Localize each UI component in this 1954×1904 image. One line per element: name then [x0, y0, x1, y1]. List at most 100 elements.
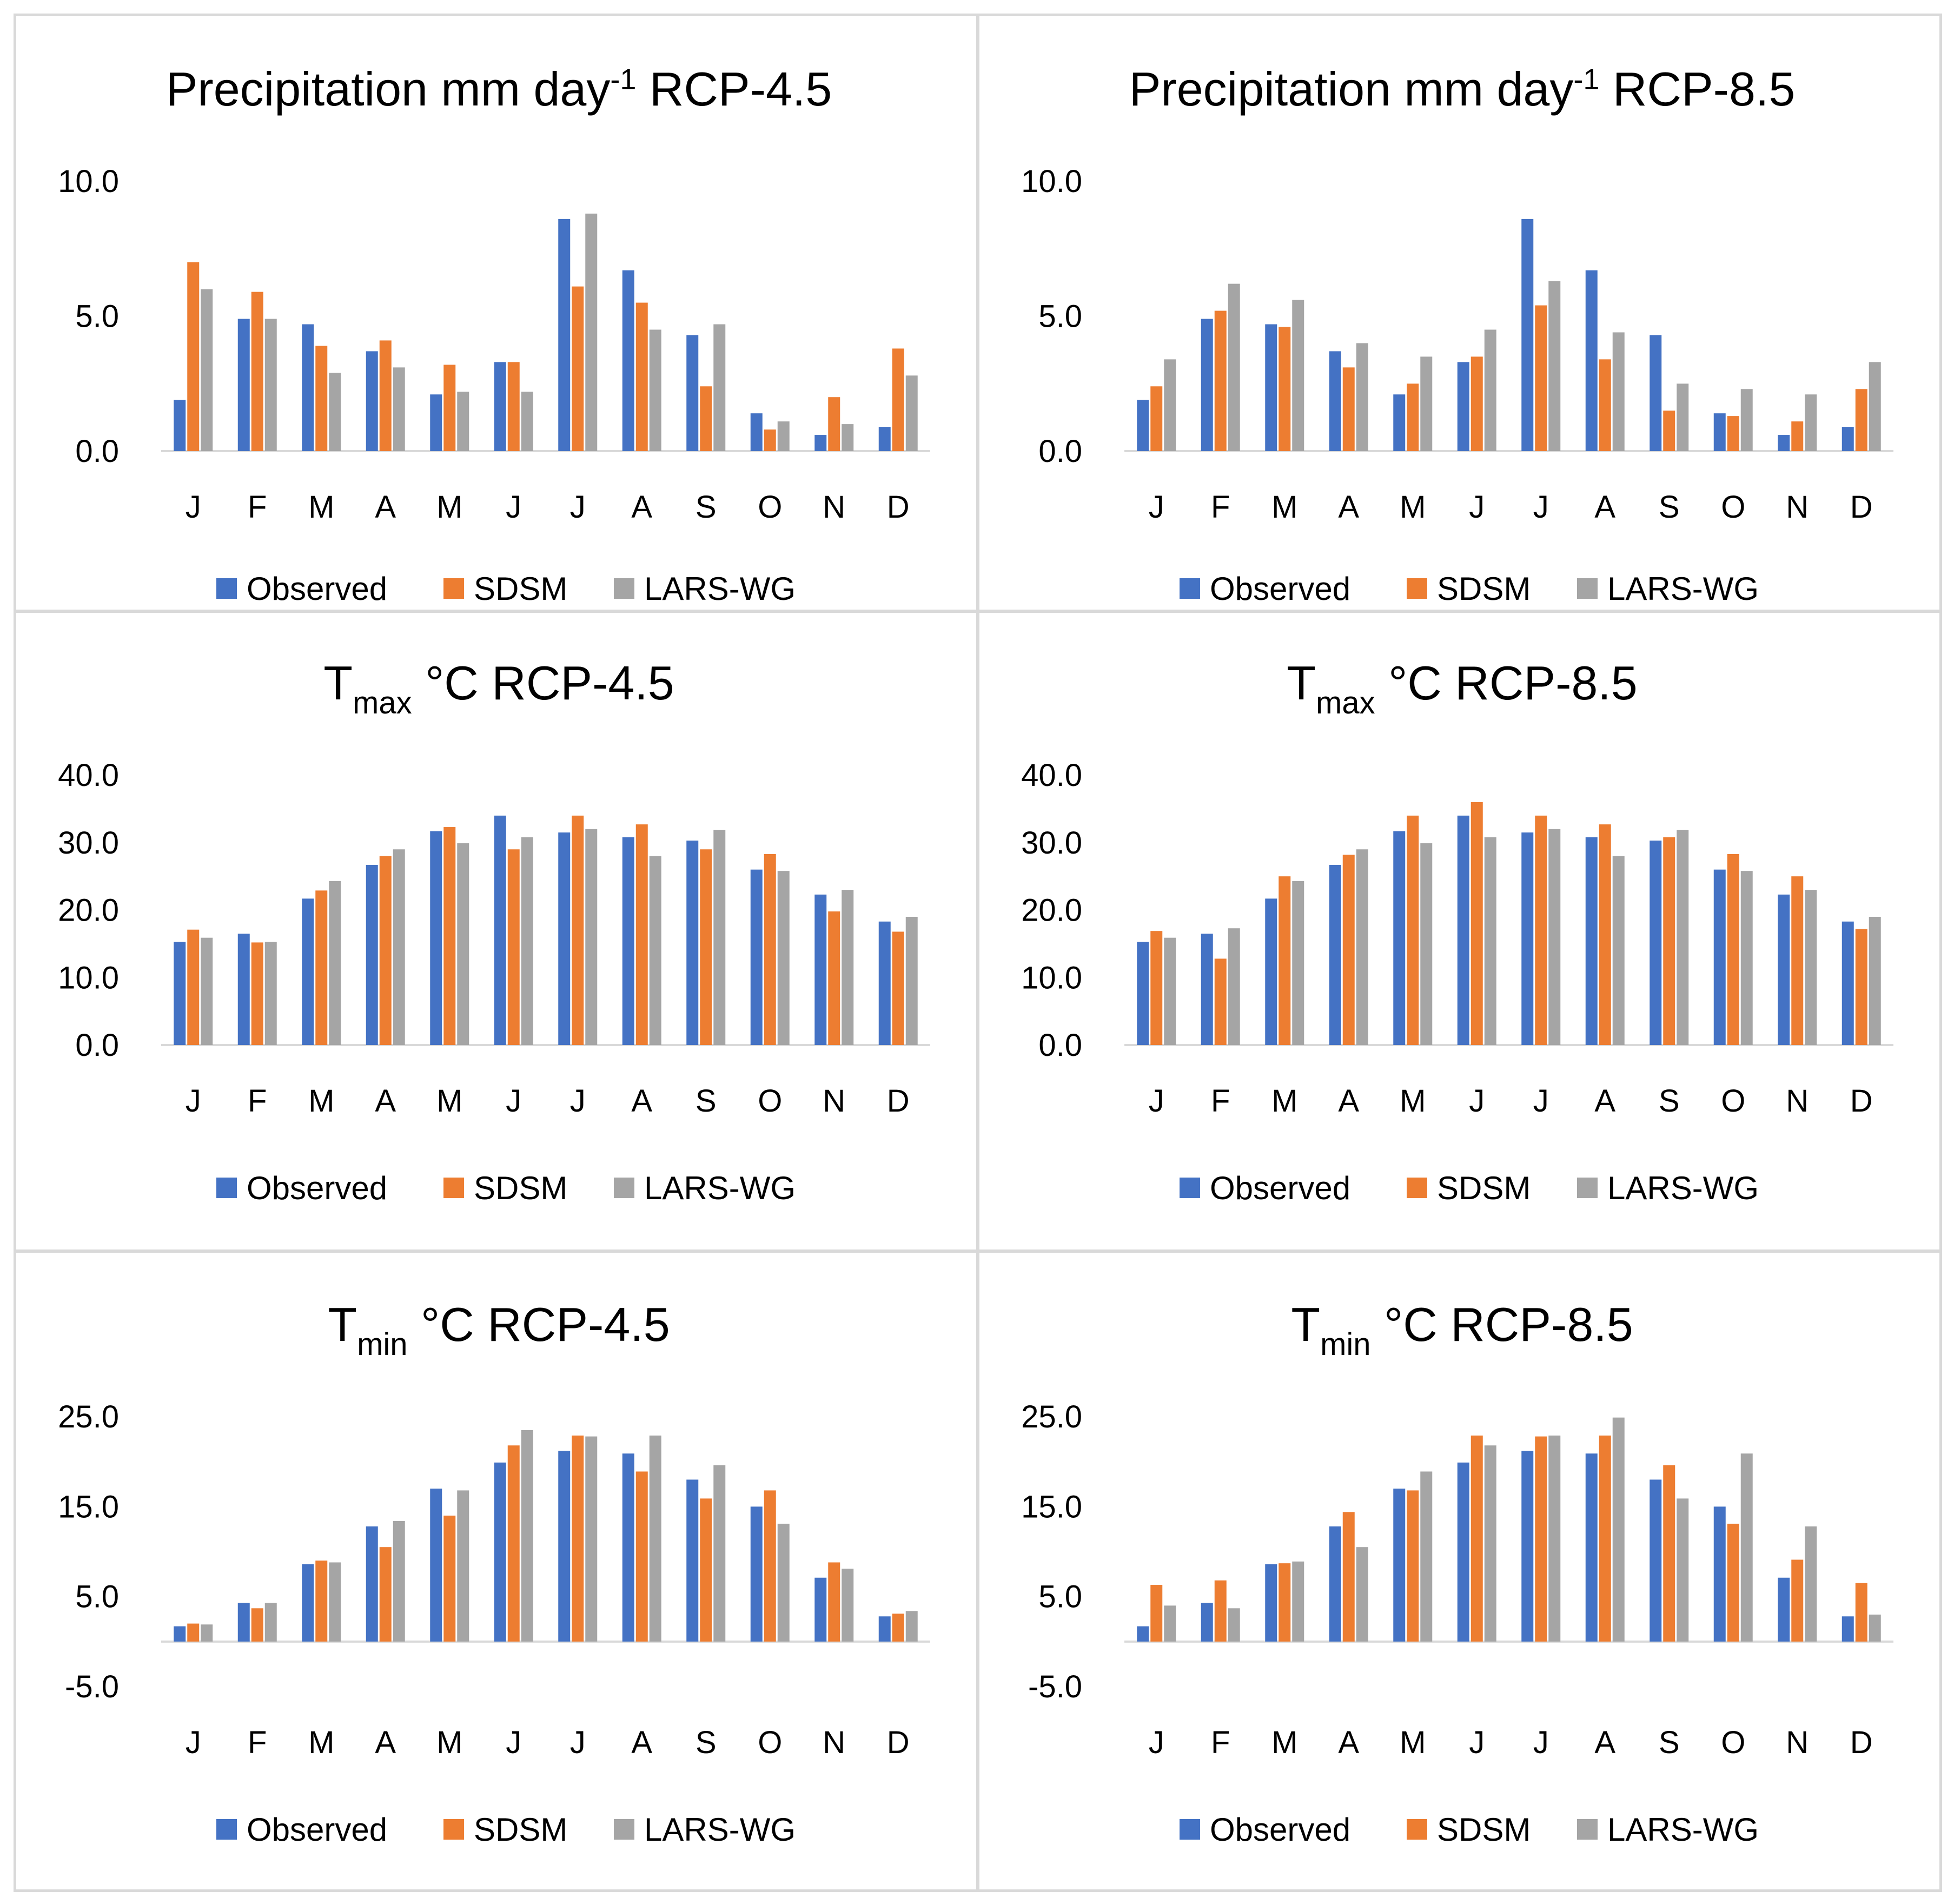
bar-sdsm-2 [251, 942, 263, 1045]
legend-swatch [1577, 1819, 1598, 1840]
bar-lars-wg-12 [1869, 916, 1881, 1045]
x-tick-label: J [186, 1725, 201, 1760]
bar-lars-wg-11 [842, 890, 854, 1045]
bar-sdsm-12 [892, 931, 904, 1045]
x-tick-label: M [436, 490, 462, 525]
bar-observed-6 [1457, 815, 1469, 1045]
bar-observed-7 [558, 1451, 571, 1642]
bar-sdsm-2 [1214, 1580, 1227, 1642]
legend-label: Observed [247, 1812, 387, 1848]
x-tick-label: O [758, 1083, 782, 1119]
bar-observed-2 [1201, 934, 1213, 1045]
legend-swatch [1180, 578, 1200, 599]
legend-item-lars-wg: LARS-WG [614, 1812, 796, 1848]
bar-observed-3 [302, 898, 314, 1045]
x-tick-label: N [1786, 1083, 1809, 1119]
bar-sdsm-9 [700, 849, 712, 1045]
legend-item-sdsm: SDSM [443, 571, 567, 607]
bar-observed-5 [430, 831, 442, 1045]
bar-sdsm-8 [1599, 359, 1611, 451]
x-tick-label: J [570, 490, 586, 525]
x-tick-label: S [1659, 1083, 1680, 1119]
bar-observed-7 [1521, 832, 1534, 1045]
y-tick-label: 10.0 [1021, 164, 1082, 199]
bar-sdsm-2 [251, 292, 263, 451]
bar-lars-wg-8 [649, 856, 661, 1045]
bar-observed-3 [302, 1564, 314, 1642]
x-tick-label: A [375, 1725, 396, 1760]
bar-lars-wg-11 [1805, 394, 1817, 451]
legend-label: Observed [1210, 571, 1350, 607]
bar-sdsm-11 [828, 911, 840, 1045]
bar-sdsm-1 [187, 262, 200, 451]
bar-lars-wg-1 [201, 1624, 213, 1642]
bar-lars-wg-6 [521, 837, 533, 1045]
bar-lars-wg-2 [264, 319, 277, 451]
x-tick-label: J [1149, 490, 1164, 525]
y-tick-label: 5.0 [1038, 1579, 1082, 1615]
bar-sdsm-7 [1535, 1436, 1547, 1642]
bar-sdsm-6 [507, 849, 520, 1045]
bar-sdsm-1 [1150, 931, 1163, 1045]
bar-lars-wg-5 [457, 1490, 469, 1642]
chart-svg: Tmin °C RCP-4.5 -5.0 5.0 15.0 25.0 J F M A M J J A S O… [58, 1298, 930, 1848]
y-tick-label: 20.0 [1021, 893, 1082, 928]
bar-lars-wg-10 [1740, 871, 1753, 1045]
bar-observed-6 [494, 362, 506, 451]
bar-observed-8 [622, 837, 634, 1045]
legend-swatch [216, 1178, 237, 1198]
x-tick-label: J [186, 1083, 201, 1119]
bar-observed-5 [430, 394, 442, 451]
bar-lars-wg-10 [777, 421, 790, 451]
legend-swatch [1180, 1178, 1200, 1198]
legend-swatch [443, 1178, 464, 1198]
bar-sdsm-6 [1471, 802, 1483, 1045]
bar-observed-6 [1457, 362, 1469, 451]
bar-sdsm-4 [1342, 1512, 1355, 1642]
bar-observed-11 [1778, 1577, 1790, 1642]
x-tick-label: D [1850, 490, 1873, 525]
x-tick-label: J [506, 1083, 521, 1119]
bar-observed-3 [1265, 898, 1277, 1045]
bar-sdsm-7 [572, 815, 584, 1045]
legend-item-observed: Observed [216, 1812, 387, 1848]
bar-lars-wg-7 [585, 1436, 598, 1642]
bar-lars-wg-9 [1677, 830, 1689, 1045]
legend-item-lars-wg: LARS-WG [1577, 571, 1759, 607]
bar-sdsm-1 [187, 929, 200, 1045]
bar-observed-12 [1842, 427, 1854, 451]
bar-observed-11 [814, 1577, 827, 1642]
bar-observed-11 [1778, 435, 1790, 451]
bar-observed-12 [878, 921, 891, 1045]
legend-swatch [443, 1819, 464, 1840]
y-tick-label: 0.0 [75, 434, 119, 469]
x-tick-label: D [1850, 1725, 1873, 1760]
bar-observed-8 [622, 270, 634, 451]
bar-observed-3 [1265, 1564, 1277, 1642]
legend-swatch [443, 578, 464, 599]
bar-lars-wg-4 [393, 367, 405, 451]
bar-lars-wg-12 [905, 916, 918, 1045]
x-tick-label: J [570, 1725, 586, 1760]
bar-observed-9 [686, 335, 699, 451]
chart-title: Precipitation mm day-1 RCP-8.5 [1129, 62, 1796, 116]
x-tick-label: J [1469, 1725, 1485, 1760]
x-tick-label: J [570, 1083, 586, 1119]
x-tick-label: F [1211, 1725, 1230, 1760]
bar-sdsm-12 [892, 1614, 904, 1642]
bar-lars-wg-7 [1548, 1435, 1561, 1642]
y-tick-label: 10.0 [58, 960, 119, 995]
chart-title: Tmin °C RCP-8.5 [1291, 1298, 1633, 1362]
bar-sdsm-10 [1727, 854, 1739, 1045]
bar-sdsm-3 [1279, 327, 1291, 451]
legend-swatch [614, 1178, 634, 1198]
bar-observed-10 [1713, 869, 1726, 1045]
bar-observed-5 [1393, 394, 1406, 451]
bar-lars-wg-8 [649, 1435, 661, 1642]
bar-sdsm-11 [1791, 876, 1804, 1045]
x-tick-label: M [1400, 490, 1426, 525]
bar-lars-wg-4 [1356, 849, 1368, 1045]
x-tick-label: J [186, 490, 201, 525]
bar-sdsm-10 [1727, 1523, 1739, 1642]
legend-label: SDSM [474, 1812, 567, 1848]
